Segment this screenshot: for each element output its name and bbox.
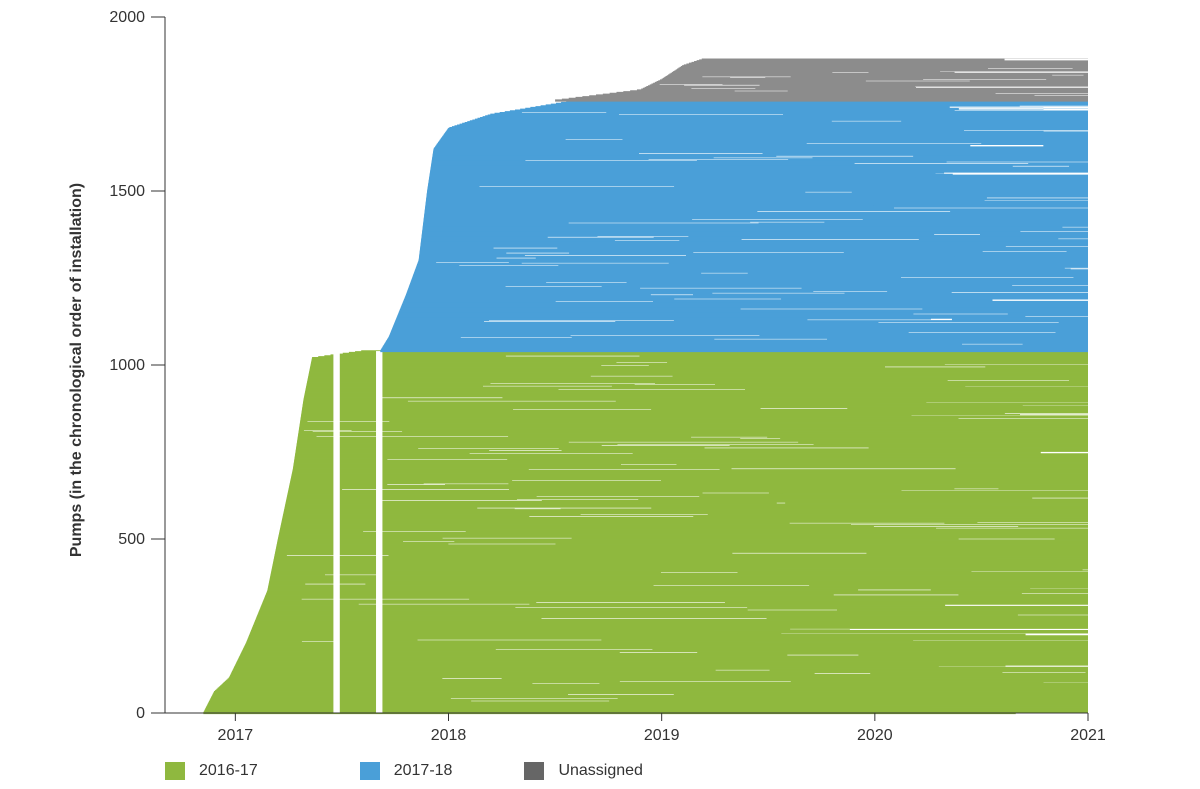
series-unassigned: [555, 58, 1088, 102]
legend-label-2016-17: 2016-17: [199, 762, 258, 779]
chart-plot: 0 500 1000 1500 2000 2017 2018 2019 2020 2021 Pump…: [68, 9, 1106, 744]
y-tick-label: 1500: [109, 183, 145, 200]
legend-item-2016-17: 2016-17: [165, 762, 258, 780]
legend-item-unassigned: Unassigned: [524, 762, 643, 780]
y-tick-label: 0: [136, 705, 145, 722]
x-tick-label: 2018: [431, 727, 467, 744]
series-2017-18: [380, 96, 1088, 353]
x-tick-label: 2019: [644, 727, 680, 744]
x-tick-label: 2021: [1070, 727, 1106, 744]
legend-item-2017-18: 2017-18: [359, 762, 453, 780]
legend: 2016-17 2017-18 Unassigned: [165, 760, 703, 782]
x-tick-label: 2017: [218, 727, 254, 744]
y-tick-label: 1000: [109, 357, 145, 374]
legend-label-2017-18: 2017-18: [393, 762, 453, 779]
outage-gap: [376, 351, 383, 713]
legend-swatch-2016-17: [165, 762, 185, 780]
y-tick-label: 500: [118, 531, 145, 548]
outage-gap: [333, 351, 340, 713]
legend-swatch-unassigned: [524, 762, 545, 780]
series-2016-17: [203, 350, 1088, 715]
y-axis-label: Pumps (in the chronological order of ins…: [68, 183, 85, 557]
legend-swatch-2017-18: [359, 762, 380, 780]
x-tick-label: 2020: [857, 727, 893, 744]
legend-label-unassigned: Unassigned: [558, 762, 643, 779]
y-tick-label: 2000: [109, 9, 145, 26]
